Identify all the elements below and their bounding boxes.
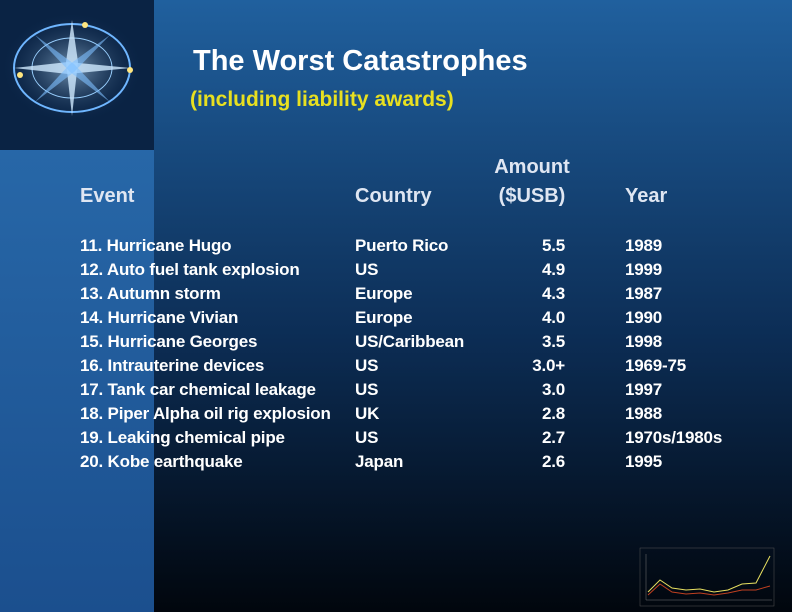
- table-cell: Europe: [355, 308, 412, 327]
- table-cell: 4.9: [542, 260, 565, 279]
- table-cell: 4.0: [542, 308, 565, 327]
- table-cell: 15. Hurricane Georges: [80, 332, 257, 351]
- table-cell: 1987: [625, 284, 662, 303]
- table-cell: 1998: [625, 332, 662, 351]
- slide-title: The Worst Catastrophes: [193, 45, 528, 77]
- table-cell: 1988: [625, 404, 662, 423]
- table-cell: 14. Hurricane Vivian: [80, 308, 238, 327]
- table-cell: US: [355, 356, 378, 375]
- table-cell: US: [355, 380, 378, 399]
- table-cell: 1995: [625, 452, 662, 471]
- table-cell: 13. Autumn storm: [80, 284, 221, 303]
- table-cell: US/Caribbean: [355, 332, 464, 351]
- table: Event Country Amount ($USB) Year 11. Hurrican…: [80, 156, 722, 471]
- table-cell: 20. Kobe earthquake: [80, 452, 242, 471]
- table-cell: 2.8: [542, 404, 565, 423]
- table-cell: 12. Auto fuel tank explosion: [80, 260, 300, 279]
- table-cell: 3.5: [542, 332, 565, 351]
- table-cell: 2.6: [542, 452, 565, 471]
- table-cell: US: [355, 260, 378, 279]
- table-cell: Europe: [355, 284, 412, 303]
- table-cell: 1997: [625, 380, 662, 399]
- table-cell: Puerto Rico: [355, 236, 448, 255]
- table-cell: 16. Intrauterine devices: [80, 356, 264, 375]
- column-header: Year: [625, 185, 667, 207]
- table-cell: US: [355, 428, 378, 447]
- table-cell: Japan: [355, 452, 403, 471]
- table-cell: 1970s/1980s: [625, 428, 722, 447]
- column-header: ($USB): [499, 185, 566, 207]
- table-cell: 5.5: [542, 236, 565, 255]
- table-cell: 1969-75: [625, 356, 686, 375]
- table-cell: 18. Piper Alpha oil rig explosion: [80, 404, 331, 423]
- table-cell: 1990: [625, 308, 662, 327]
- table-cell: 1999: [625, 260, 662, 279]
- table-cell: 3.0: [542, 380, 565, 399]
- column-header: Event: [80, 185, 135, 207]
- table-cell: 3.0+: [532, 356, 565, 375]
- column-header: Amount: [494, 156, 570, 178]
- table-cell: 17. Tank car chemical leakage: [80, 380, 316, 399]
- table-cell: 19. Leaking chemical pipe: [80, 428, 285, 447]
- thumbnail-chart: [639, 547, 775, 607]
- table-cell: 2.7: [542, 428, 565, 447]
- table-cell: 4.3: [542, 284, 565, 303]
- slide-subtitle: (including liability awards): [190, 88, 454, 111]
- column-header: Country: [355, 185, 433, 207]
- compass-image: [0, 0, 154, 150]
- table-cell: 1989: [625, 236, 662, 255]
- table-cell: UK: [355, 404, 380, 423]
- table-cell: 11. Hurricane Hugo: [80, 236, 231, 255]
